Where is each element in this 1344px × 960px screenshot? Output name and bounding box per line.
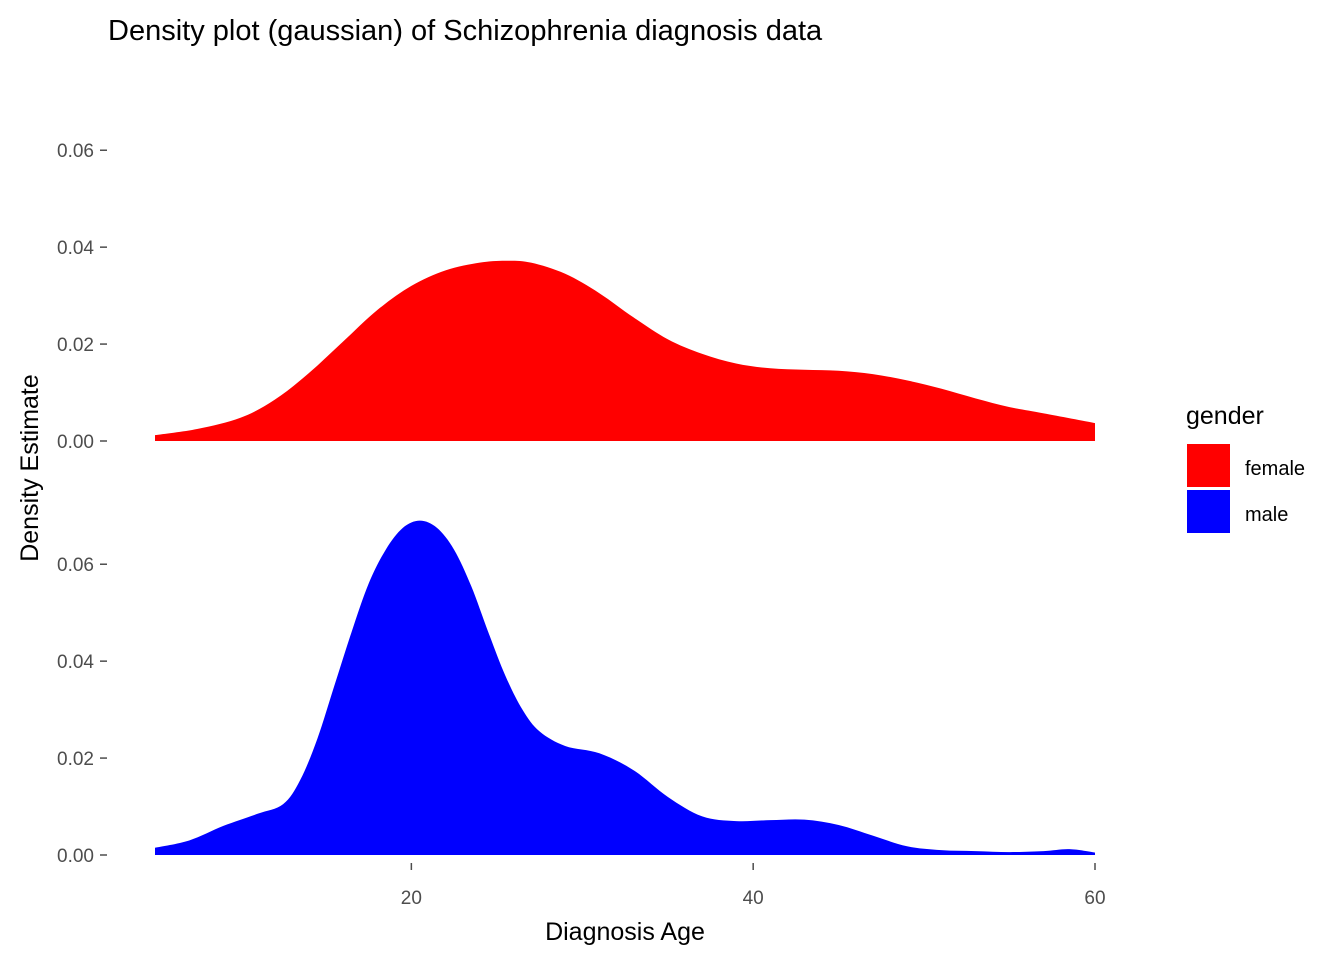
facet-panel-male: 0.00 0.02 0.04 0.06 <box>57 520 1095 867</box>
y-axis-title: Density Estimate <box>16 374 44 562</box>
chart-title: Density plot (gaussian) of Schizophrenia… <box>108 15 823 47</box>
y-tick-label-male-2: 0.04 <box>57 652 94 673</box>
y-tick-label-male-0: 0.00 <box>57 846 94 867</box>
y-tick-label-female-2: 0.04 <box>57 238 94 259</box>
x-tick-label-1: 40 <box>743 888 764 909</box>
x-axis-title: Diagnosis Age <box>545 918 705 946</box>
y-tick-label-female-3: 0.06 <box>57 141 94 162</box>
y-tick-label-male-1: 0.02 <box>57 749 94 770</box>
facet-panel-female: 0.00 0.02 0.04 0.06 <box>57 141 1095 453</box>
legend-key-female <box>1187 444 1230 487</box>
x-axis: 20 40 60 <box>401 863 1106 909</box>
y-tick-label-female-1: 0.02 <box>57 335 94 356</box>
legend-label-female: female <box>1245 458 1305 480</box>
y-tick-label-male-3: 0.06 <box>57 555 94 576</box>
x-tick-label-0: 20 <box>401 888 422 909</box>
legend-label-male: male <box>1245 504 1288 526</box>
legend-key-male <box>1187 490 1230 533</box>
legend: gender female male <box>1186 402 1305 533</box>
x-tick-label-2: 60 <box>1084 888 1105 909</box>
legend-title: gender <box>1186 402 1264 430</box>
y-tick-label-female-0: 0.00 <box>57 432 94 453</box>
density-area-male <box>155 520 1095 855</box>
density-area-female <box>155 260 1095 441</box>
